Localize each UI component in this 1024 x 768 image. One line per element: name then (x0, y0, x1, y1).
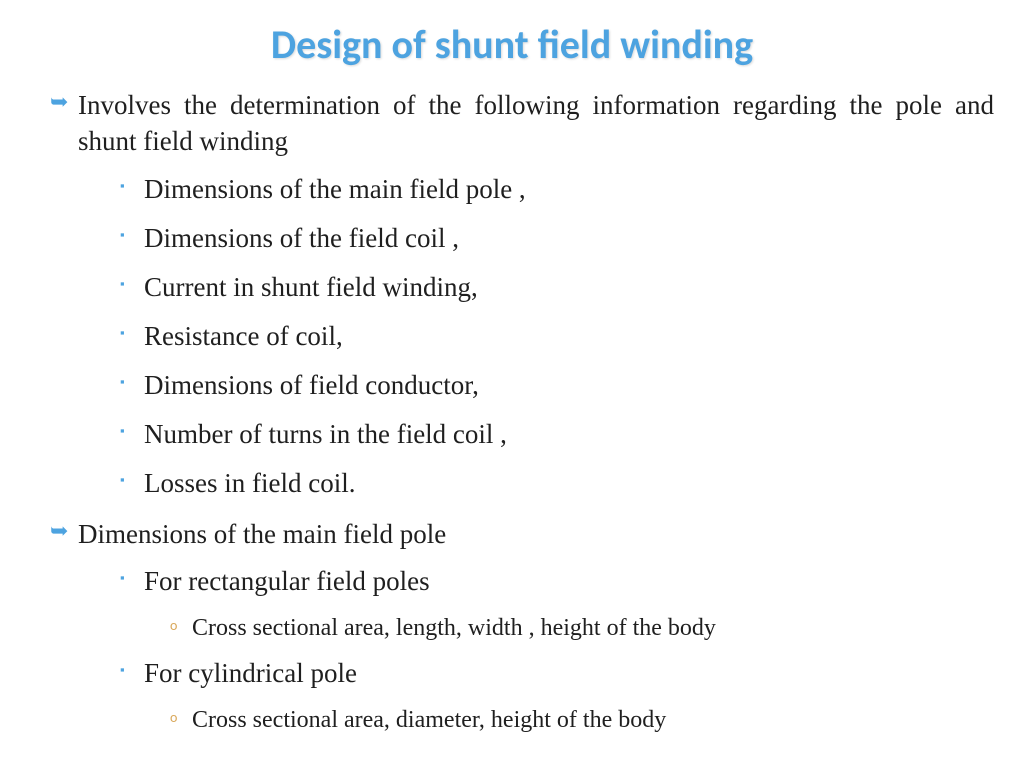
square-icon: ▪ (120, 656, 144, 684)
square-icon: ▪ (120, 319, 144, 347)
bullet-l3: o Cross sectional area, length, width , … (170, 613, 994, 644)
square-icon: ▪ (120, 172, 144, 200)
l2-text: Dimensions of the field coil , (144, 221, 994, 256)
bullet-l2: ▪ Dimensions of field conductor, (120, 368, 994, 403)
bullet-l2: ▪ For cylindrical pole (120, 656, 994, 691)
arrow-icon: ➥ (50, 516, 78, 546)
square-icon: ▪ (120, 368, 144, 396)
square-icon: ▪ (120, 466, 144, 494)
bullet-l2: ▪ Resistance of coil, (120, 319, 994, 354)
bullet-l2: ▪ Number of turns in the field coil , (120, 417, 994, 452)
square-icon: ▪ (120, 221, 144, 249)
l2-text: Number of turns in the field coil , (144, 417, 994, 452)
bullet-l1: ➥ Dimensions of the main field pole (50, 516, 994, 552)
slide-title: Design of shunt field winding (30, 20, 994, 69)
square-icon: ▪ (120, 417, 144, 445)
slide: Design of shunt field winding ➥ Involves… (0, 0, 1024, 768)
bullet-l2: ▪ Losses in field coil. (120, 466, 994, 501)
l3-text: Cross sectional area, length, width , he… (192, 613, 994, 644)
l2-text: Current in shunt field winding, (144, 270, 994, 305)
l2-text: For rectangular field poles (144, 564, 994, 599)
square-icon: ▪ (120, 564, 144, 592)
bullet-l2: ▪ For rectangular field poles (120, 564, 994, 599)
l1-text: Dimensions of the main field pole (78, 516, 994, 552)
l2-text: Resistance of coil, (144, 319, 994, 354)
circle-icon: o (170, 705, 192, 731)
l2-text: Dimensions of field conductor, (144, 368, 994, 403)
bullet-l3: o Cross sectional area, diameter, height… (170, 705, 994, 736)
bullet-l2: ▪ Dimensions of the main field pole , (120, 172, 994, 207)
circle-icon: o (170, 613, 192, 639)
bullet-l1: ➥ Involves the determination of the foll… (50, 87, 994, 160)
l1-text: Involves the determination of the follow… (78, 87, 994, 160)
l2-text: Dimensions of the main field pole , (144, 172, 994, 207)
bullet-l2: ▪ Current in shunt field winding, (120, 270, 994, 305)
arrow-icon: ➥ (50, 87, 78, 117)
l3-text: Cross sectional area, diameter, height o… (192, 705, 994, 736)
l2-text: Losses in field coil. (144, 466, 994, 501)
square-icon: ▪ (120, 270, 144, 298)
l2-text: For cylindrical pole (144, 656, 994, 691)
bullet-l2: ▪ Dimensions of the field coil , (120, 221, 994, 256)
